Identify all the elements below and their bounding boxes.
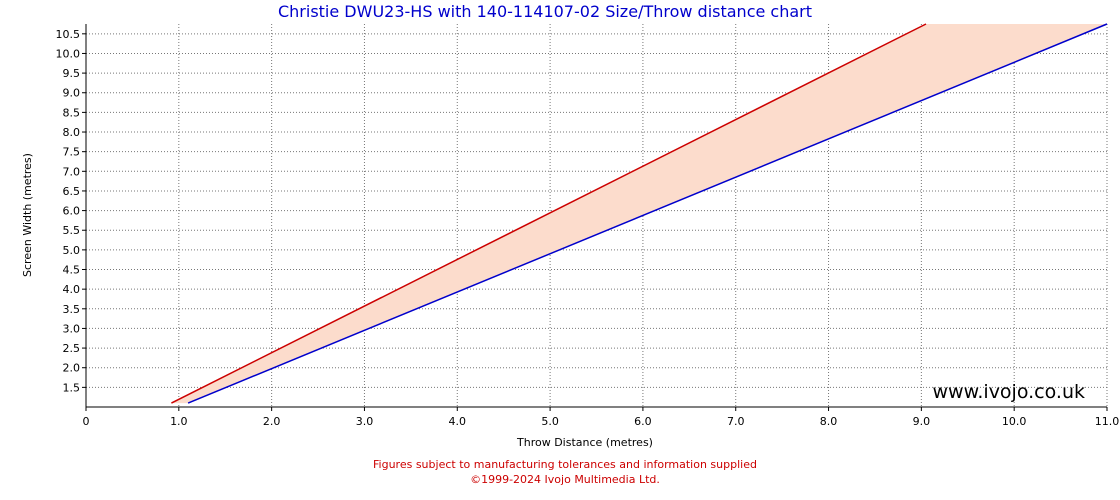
y-tick-label: 7.0: [63, 165, 81, 178]
x-tick-label: 2.0: [263, 415, 281, 428]
x-tick-label: 1.0: [170, 415, 188, 428]
x-tick-label: 4.0: [449, 415, 467, 428]
y-tick-label: 5.5: [63, 224, 81, 237]
footer-copyright: ©1999-2024 Ivojo Multimedia Ltd.: [470, 473, 660, 486]
x-ticks: 0 1.0 2.0 3.0 4.0 5.0 6.0 7.0 8.0 9.0 10.0 11.0: [83, 407, 1120, 428]
y-tick-label: 6.5: [63, 185, 81, 198]
x-tick-label: 5.0: [541, 415, 559, 428]
series-line-max-throw: [187, 23, 1108, 404]
x-axis-label: Throw Distance (metres): [516, 436, 653, 449]
y-tick-label: 3.0: [63, 322, 81, 335]
chart-title: Christie DWU23-HS with 140-114107-02 Siz…: [278, 2, 812, 21]
y-ticks: 1.5 2.0 2.5 3.0 3.5 4.0 4.5 5.0 5.5 6.0 6.5 7.0 7.5 8…: [56, 28, 86, 394]
throw-range-band: [171, 24, 1108, 404]
x-tick-label: 10.0: [1002, 415, 1027, 428]
watermark: www.ivojo.co.uk: [933, 381, 1086, 403]
y-axis-label: Screen Width (metres): [21, 153, 34, 277]
series-lines: [171, 23, 1108, 404]
x-tick-label: 6.0: [634, 415, 652, 428]
x-tick-label: 0: [83, 415, 90, 428]
y-tick-label: 8.5: [63, 106, 81, 119]
footer-disclaimer: Figures subject to manufacturing toleran…: [373, 458, 757, 471]
x-tick-label: 8.0: [820, 415, 838, 428]
y-tick-label: 4.0: [63, 283, 81, 296]
y-tick-label: 7.5: [63, 146, 81, 159]
y-tick-label: 2.0: [63, 362, 81, 375]
series-line-min-throw: [171, 23, 927, 404]
y-tick-label: 8.0: [63, 126, 81, 139]
y-tick-label: 1.5: [63, 381, 81, 394]
y-tick-label: 10.0: [56, 47, 81, 60]
y-tick-label: 9.0: [63, 87, 81, 100]
x-tick-label: 3.0: [356, 415, 374, 428]
y-tick-label: 10.5: [56, 28, 81, 41]
x-tick-label: 9.0: [913, 415, 931, 428]
y-tick-label: 6.0: [63, 205, 81, 218]
y-tick-label: 5.0: [63, 244, 81, 257]
x-tick-label: 11.0: [1095, 415, 1120, 428]
y-tick-label: 3.5: [63, 303, 81, 316]
x-tick-label: 7.0: [727, 415, 745, 428]
y-tick-label: 2.5: [63, 342, 81, 355]
y-tick-label: 9.5: [63, 67, 81, 80]
y-tick-label: 4.5: [63, 264, 81, 277]
